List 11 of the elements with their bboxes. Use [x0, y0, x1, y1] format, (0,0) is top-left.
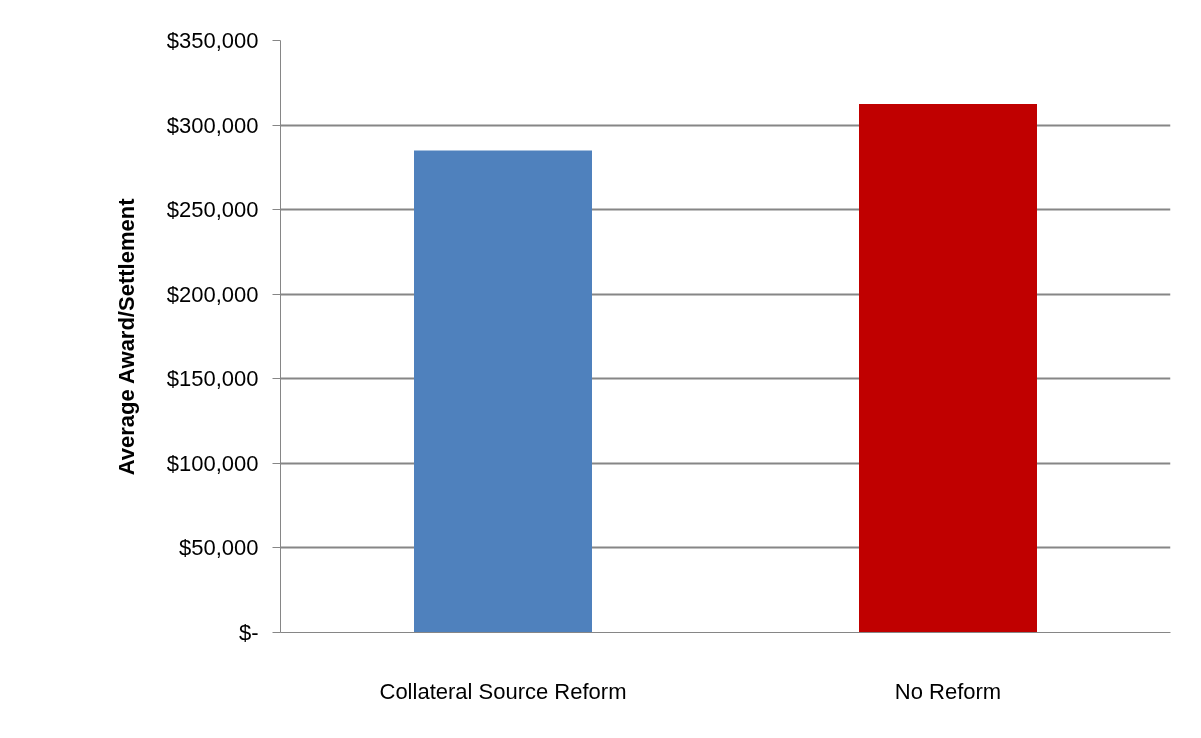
x-tick-label: No Reform	[894, 678, 1002, 704]
x-tick-label: Collateral Source Reform	[379, 678, 627, 704]
y-tick-label: $-	[238, 620, 259, 645]
y-axis-title: Average Award/Settlement	[113, 197, 139, 476]
y-tick-label: $300,000	[166, 112, 259, 138]
y-tick-label: $100,000	[166, 450, 259, 476]
y-tick-label: $250,000	[166, 197, 259, 223]
y-tick-label: $50,000	[178, 535, 259, 561]
y-tick-label: $350,000	[166, 28, 259, 53]
y-tick-label: $200,000	[166, 281, 259, 307]
y-tick-label: $150,000	[166, 366, 259, 392]
